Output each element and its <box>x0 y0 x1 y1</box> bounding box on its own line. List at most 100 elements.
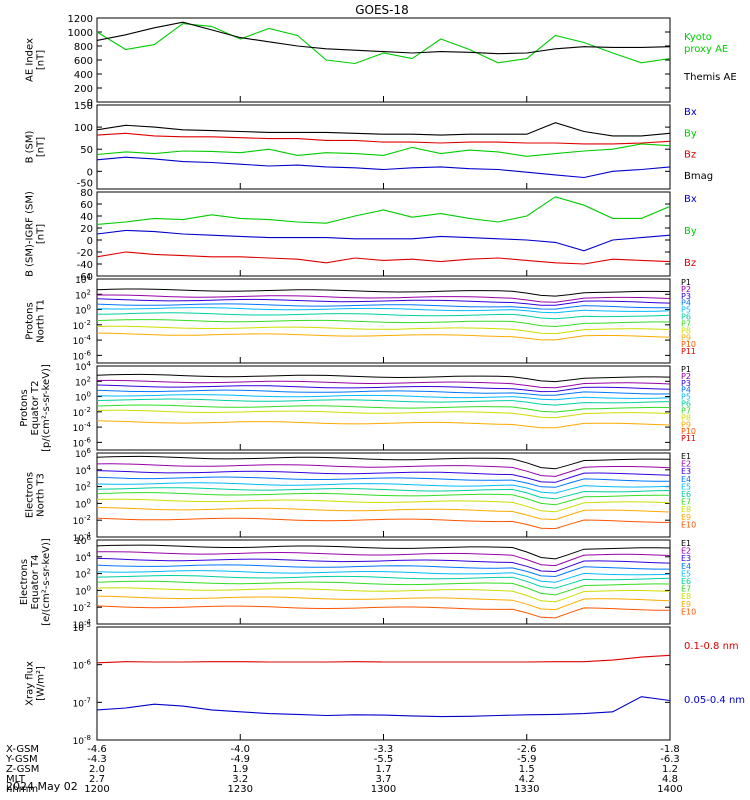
series-line <box>96 251 671 265</box>
ephemeris-value: 1.7 <box>376 764 392 775</box>
y-tick-label: 80 <box>80 188 93 199</box>
ephemeris-value: -4.9 <box>230 754 250 765</box>
y-tick-label: 1200 <box>68 14 93 25</box>
ephemeris-value: 1300 <box>371 784 396 795</box>
channel-line <box>96 373 671 383</box>
y-axis-label: North T1 <box>36 299 47 343</box>
channel-label: P11 <box>681 347 696 356</box>
channel-label: P5 <box>681 393 691 402</box>
panel-frame <box>96 17 671 103</box>
y-tick-label: -20 <box>77 248 93 259</box>
y-tick-label: 150 <box>74 101 93 112</box>
y-tick-label: 104 <box>75 273 91 286</box>
channel-label: P10 <box>681 427 696 436</box>
date-label: 2024 May 02 <box>6 780 78 793</box>
channel-line <box>96 498 671 513</box>
y-tick-label: -50 <box>77 178 93 189</box>
panel-8: Xray flux [W/m²] 10-5 10-6 10-7 10-8 0.1-0.8 n… <box>25 621 746 747</box>
y-tick-label: 102 <box>75 375 91 388</box>
y-tick-label: 106 <box>75 534 91 547</box>
channel-line <box>96 487 671 500</box>
y-tick-label: 104 <box>75 551 91 564</box>
y-tick-label: 10-2 <box>73 406 91 419</box>
channel-line <box>96 389 671 396</box>
channel-line <box>96 298 671 306</box>
channel-line <box>96 580 671 596</box>
y-axis-label: B (SM)-IGRF (SM) <box>25 191 36 277</box>
ephemeris-value: -6.3 <box>660 754 680 765</box>
channel-line <box>96 307 671 314</box>
y-tick-label: 100 <box>74 123 93 134</box>
channel-label: P2 <box>681 285 691 294</box>
panel-frame <box>96 104 671 190</box>
y-axis-label: [e/(cm²-s-sr-keV)] <box>41 538 52 626</box>
panel-6: Electrons North T310610410210010-210-4E1E… <box>25 447 697 544</box>
panel-1: AE Index [nT] 0 200 400 600 800 1000 1200 Kyotopr… <box>25 14 737 109</box>
channel-label: P6 <box>681 400 691 409</box>
channel-label: P3 <box>681 292 691 301</box>
channel-label: P1 <box>681 278 691 287</box>
ephemeris-value: -3.3 <box>374 744 394 755</box>
channel-label: E5 <box>681 482 691 491</box>
y-tick-label: 10-4 <box>73 618 92 631</box>
channel-label: E6 <box>681 577 691 586</box>
y-tick-label: 100 <box>75 391 91 404</box>
ephemeris-value: 1.2 <box>662 764 678 775</box>
channel-label: E10 <box>681 520 696 529</box>
channel-label: E9 <box>681 600 691 609</box>
channel-line <box>96 379 671 389</box>
channel-label: P5 <box>681 306 691 315</box>
ephemeris-value: -1.8 <box>660 744 680 755</box>
panel-5: Protons Equator T2 [p/(cm²-s-sr-keV)] 104 10… <box>19 360 696 452</box>
channel-line <box>96 492 671 506</box>
channel-line <box>96 312 671 320</box>
channel-line <box>96 574 671 589</box>
channel-line <box>96 420 671 429</box>
y-tick-label: 102 <box>75 288 91 301</box>
y-tick-label: 102 <box>75 568 91 581</box>
series-line <box>96 23 671 65</box>
legend-label: Bx <box>684 107 697 118</box>
ephemeris-value: 1330 <box>514 784 539 795</box>
legend-label: By <box>684 226 697 237</box>
y-tick-label: 200 <box>74 84 93 95</box>
channel-label: E1 <box>681 452 691 461</box>
channel-label: P6 <box>681 313 691 322</box>
channel-label: P2 <box>681 372 691 381</box>
y-tick-label: 10-6 <box>73 349 92 362</box>
y-tick-label: 106 <box>75 447 91 460</box>
channel-label: E8 <box>681 505 691 514</box>
y-axis-label: Xray flux <box>25 661 36 706</box>
y-axis-label: Protons <box>25 302 36 339</box>
legend-label: Bx <box>684 194 697 205</box>
y-axis-label: [nT] <box>36 224 47 244</box>
y-tick-label: 10-5 <box>73 621 91 634</box>
channel-line <box>97 294 671 303</box>
channel-label: E4 <box>681 475 691 484</box>
figure-title: GOES-18 <box>355 3 409 17</box>
ephemeris-value: 4.8 <box>662 774 678 785</box>
ephemeris-row-label: MLT <box>6 774 26 785</box>
ephemeris-value: 1.5 <box>519 764 535 775</box>
y-axis-label: [nT] <box>36 137 47 157</box>
channel-line <box>96 463 671 477</box>
series-line <box>96 132 671 145</box>
channel-label: P4 <box>681 299 691 308</box>
series-line <box>96 156 671 179</box>
y-tick-label: 100 <box>75 497 91 510</box>
ephemeris-value: -4.6 <box>87 744 107 755</box>
y-tick-label: 10-6 <box>73 436 92 449</box>
channel-line <box>96 595 671 611</box>
ephemeris-value: 1.9 <box>232 764 248 775</box>
channel-line <box>96 409 671 419</box>
y-axis-label: [p/(cm²-s-sr-keV)] <box>41 364 52 452</box>
channel-line <box>96 470 671 483</box>
channel-line <box>96 455 671 470</box>
legend-label: Themis AE <box>683 72 737 83</box>
y-tick-label: 104 <box>75 360 91 373</box>
y-tick-label: 1000 <box>68 28 93 39</box>
channel-label: P10 <box>681 340 696 349</box>
y-axis-label: North T3 <box>36 473 47 517</box>
ephemeris-value: 3.7 <box>376 774 392 785</box>
